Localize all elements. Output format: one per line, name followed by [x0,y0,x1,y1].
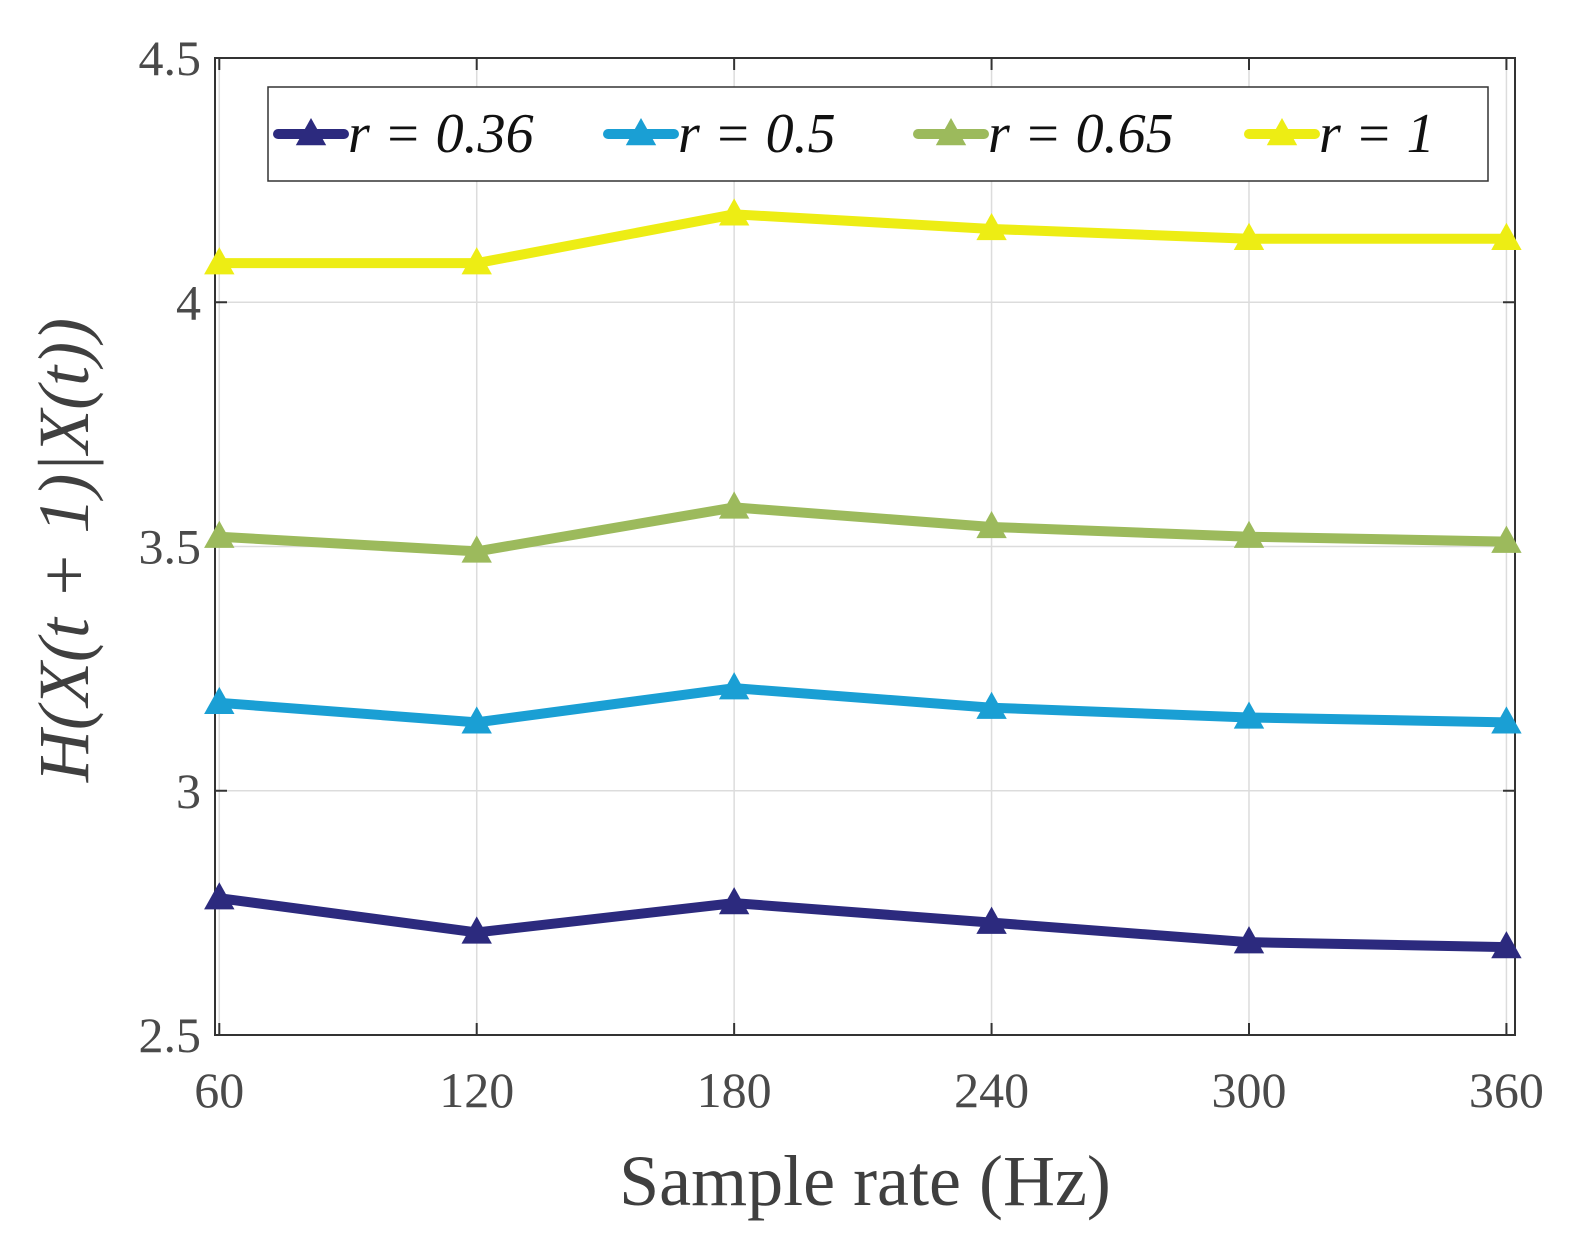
x-tick-label: 120 [439,1062,514,1118]
data-point-marker [204,247,235,275]
series-line [214,502,1512,557]
legend-items: r = 0.36 r = 0.5 r = 0.65 r = 1 [273,103,1435,165]
legend-label: r = 0.5 [678,103,836,165]
data-point-marker [461,535,492,563]
legend: r = 0.36 r = 0.5 r = 0.65 r = 1 [267,86,1489,182]
data-point-marker [204,686,235,715]
data-point-marker [1233,520,1265,548]
legend-entry: r = 1 [1244,103,1435,165]
data-point-marker [718,491,750,519]
data-point-marker [976,906,1007,934]
series-4 [204,198,1522,275]
x-tick-label: 360 [1469,1062,1544,1118]
legend-label: r = 0.36 [348,103,534,165]
series-2 [204,672,1522,734]
data-point-marker [461,247,492,275]
legend-marker-swatch [295,118,327,146]
data-point-marker [1233,926,1265,954]
data-point-marker [976,212,1007,241]
data-point-marker [1491,931,1522,959]
legend-entry: r = 0.36 [273,103,534,165]
data-point-marker [718,887,750,915]
x-tick-label: 300 [1211,1062,1286,1118]
tick-layer: 60 120 180 240 300 360 2.5 3 3.5 4 4.5 [139,30,1544,1118]
series-line [214,683,1512,728]
y-tick-label: 4 [176,274,201,330]
y-axis-title: H(X(t + 1)|X(t)) [24,318,104,783]
legend-entry: r = 0.5 [603,103,836,165]
data-point-marker [1491,525,1522,553]
data-point-marker [1233,701,1265,729]
legend-label: r = 0.65 [988,103,1174,165]
x-tick-label: 60 [194,1062,244,1118]
series-3 [204,491,1522,563]
series-1 [204,882,1522,959]
y-tick-label: 2.5 [139,1007,202,1063]
x-tick-label: 180 [697,1062,772,1118]
legend-marker-swatch [625,118,657,146]
data-point-marker [976,691,1007,719]
legend-entry: r = 0.65 [913,103,1174,165]
y-tick-label: 3 [176,763,201,819]
series-layer [204,198,1522,959]
series-line [214,893,1512,953]
data-point-marker [1491,706,1522,734]
series-line [214,209,1512,269]
x-tick-label: 240 [954,1062,1029,1118]
data-point-marker [204,882,235,910]
x-axis-title: Sample rate (Hz) [619,1141,1111,1221]
y-tick-label: 3.5 [139,519,202,575]
data-point-marker [1491,222,1522,250]
data-point-marker [718,672,750,700]
data-point-marker [461,916,492,944]
legend-label: r = 1 [1319,103,1435,165]
data-point-marker [461,706,492,734]
data-point-marker [204,520,235,548]
legend-marker-swatch [935,118,967,146]
data-point-marker [718,198,750,226]
data-point-marker [1233,222,1265,250]
data-point-marker [976,510,1007,539]
legend-marker-swatch [1266,118,1298,146]
y-tick-label: 4.5 [139,30,202,86]
